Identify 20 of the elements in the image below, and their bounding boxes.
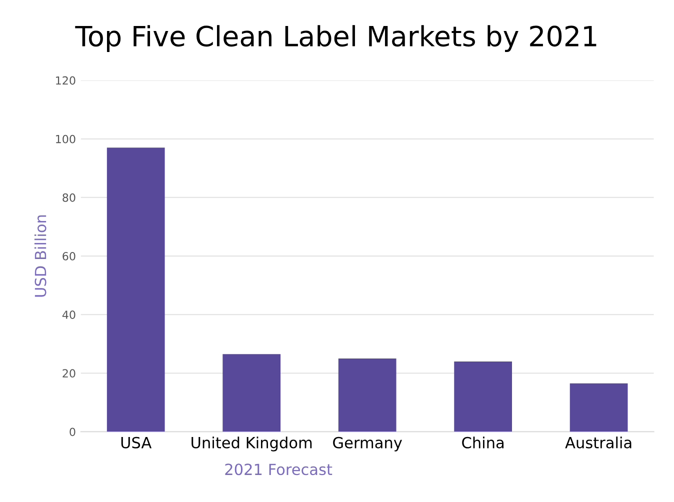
x-tick-label: United Kingdom [192,436,312,452]
y-tick-label: 100 [56,134,76,144]
y-tick-label: 20 [62,369,76,378]
bar [222,354,281,432]
y-tick-label: 0 [70,428,76,436]
x-tick-label: USA [121,436,152,448]
bar [570,383,628,432]
y-axis-title: USD Billion [34,215,46,297]
x-tick-label: China [462,436,504,448]
y-tick-label: 40 [62,310,76,319]
bar [338,358,396,432]
x-axis-title: 2021 Forecast [225,464,332,476]
chart-title: Top Five Clean Label Markets by 2021 [75,25,596,52]
y-tick-label: 60 [62,252,76,260]
bar [454,361,512,432]
bar [106,148,165,432]
x-tick-label: Australia [565,436,632,448]
x-tick-label: Germany [333,436,402,452]
y-tick-label: 80 [62,193,76,202]
y-tick-label: 120 [56,76,76,85]
